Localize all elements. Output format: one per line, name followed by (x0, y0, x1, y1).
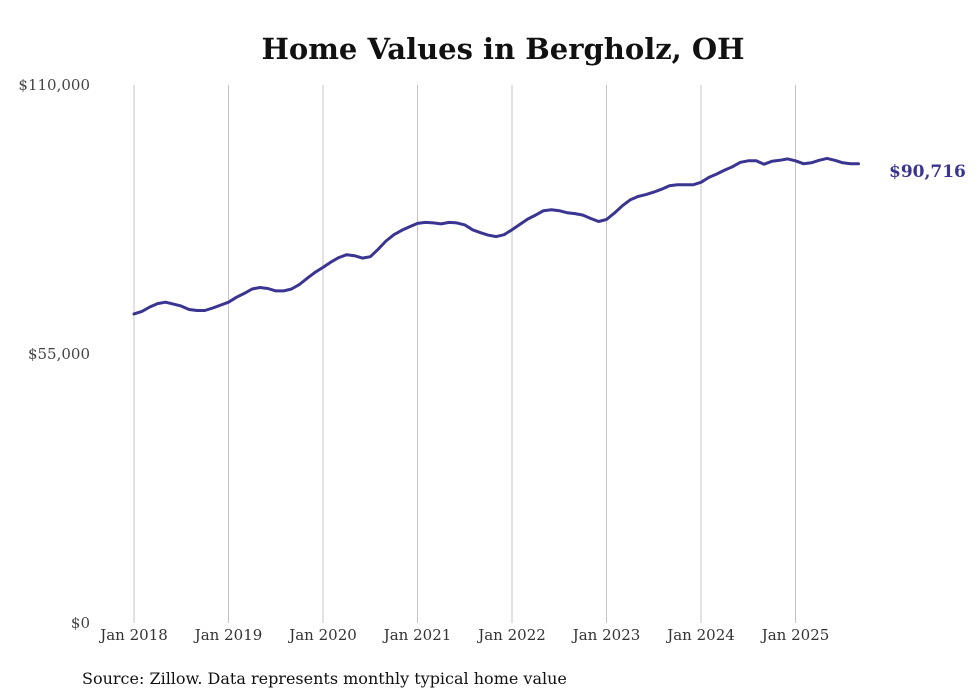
chart-title: Home Values in Bergholz, OH (261, 32, 744, 66)
y-tick-label: $110,000 (18, 76, 90, 94)
x-tick-label: Jan 2018 (98, 626, 168, 644)
x-tick-label: Jan 2024 (665, 626, 735, 644)
x-tick-label: Jan 2022 (476, 626, 546, 644)
x-tick-label: Jan 2019 (193, 626, 263, 644)
gridlines (133, 85, 796, 623)
x-axis-ticks: Jan 2018 Jan 2019 Jan 2020 Jan 2021 Jan 2022… (98, 626, 829, 644)
y-axis-ticks: $0 $55,000 $110,000 (18, 76, 90, 632)
y-tick-label: $0 (71, 614, 90, 632)
latest-value-label: $90,716 (889, 162, 966, 182)
source-note: Source: Zillow. Data represents monthly … (82, 669, 567, 688)
y-tick-label: $55,000 (28, 345, 90, 363)
home-value-series-line (132, 156, 860, 316)
x-tick-label: Jan 2021 (382, 626, 452, 644)
x-tick-label: Jan 2025 (760, 626, 830, 644)
x-tick-label: Jan 2020 (287, 626, 357, 644)
x-tick-label: Jan 2023 (571, 626, 641, 644)
